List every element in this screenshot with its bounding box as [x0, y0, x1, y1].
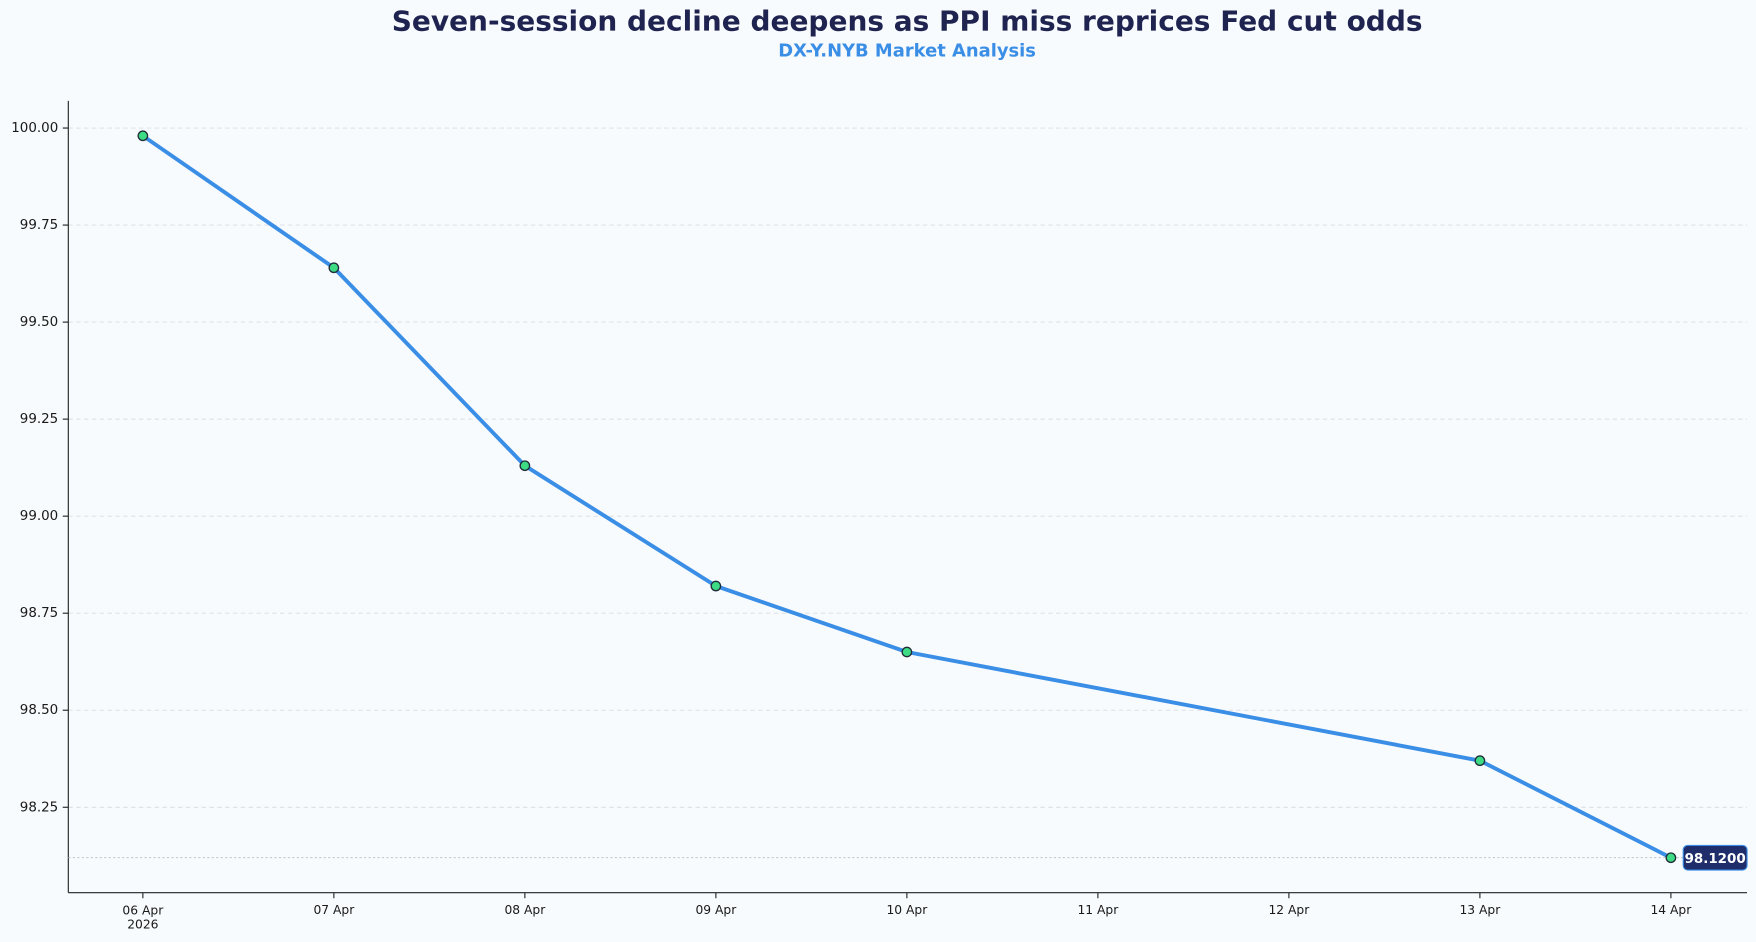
chart-title: Seven-session decline deepens as PPI mis… — [392, 4, 1423, 37]
value-label-box — [1682, 844, 1748, 871]
data-point — [710, 580, 722, 592]
y-tick-label: 98.75 — [20, 606, 58, 621]
x-tick-label: 08 Apr — [504, 903, 546, 917]
y-tick-label: 98.50 — [20, 703, 58, 718]
x-tick-label: 06 Apr 2026 — [122, 903, 164, 931]
x-tick-label: 13 Apr — [1459, 903, 1501, 917]
value-label: 98.1200 — [1685, 852, 1746, 867]
x-tick-label: 10 Apr — [886, 903, 928, 917]
data-point — [1474, 755, 1486, 767]
y-tick-label: 100.00 — [11, 121, 58, 136]
y-tick-label: 98.25 — [20, 800, 58, 815]
data-point — [137, 130, 149, 142]
y-tick-label: 99.50 — [20, 315, 58, 330]
data-point — [901, 646, 913, 658]
y-tick-label: 99.25 — [20, 412, 58, 427]
data-point — [328, 262, 340, 274]
data-point — [1665, 852, 1677, 864]
x-tick-label: 09 Apr — [695, 903, 737, 917]
x-tick-label: 07 Apr — [313, 903, 355, 917]
y-tick-label: 99.75 — [20, 218, 58, 233]
x-tick-label: 14 Apr — [1650, 903, 1692, 917]
data-point — [519, 460, 531, 472]
x-tick-label: 11 Apr — [1077, 903, 1119, 917]
chart-subtitle: DX-Y.NYB Market Analysis — [778, 41, 1036, 62]
x-tick-label: 12 Apr — [1268, 903, 1310, 917]
y-tick-label: 99.00 — [20, 509, 58, 524]
